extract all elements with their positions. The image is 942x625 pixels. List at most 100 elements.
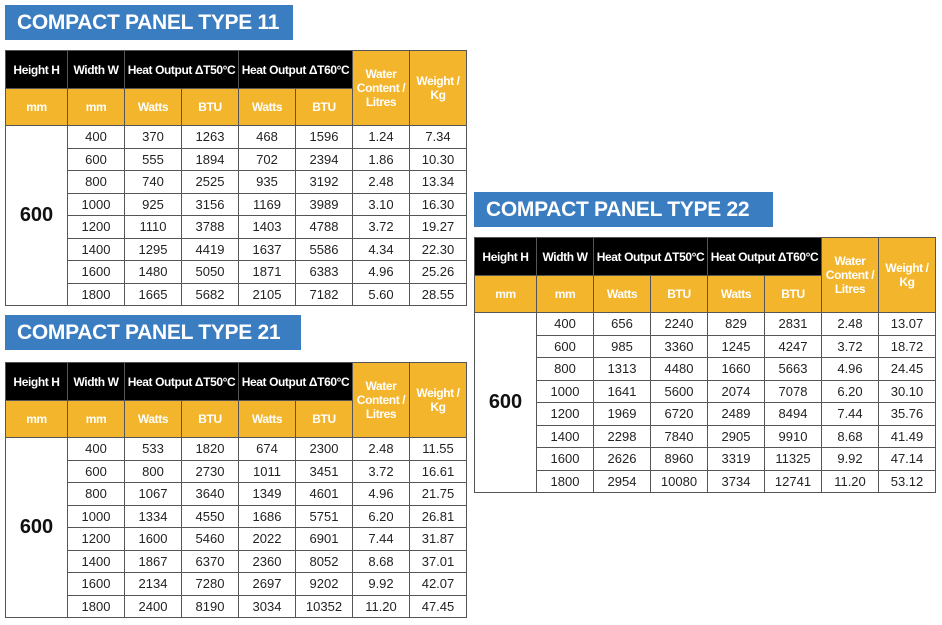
unit-row: mm mm Watts BTU Watts BTU — [474, 275, 936, 313]
cell-watts-60: 1871 — [238, 260, 296, 284]
cell-weight: 47.14 — [878, 447, 936, 471]
cell-btu-50: 1820 — [181, 437, 239, 461]
header-water-content: Water Content / Litres — [352, 362, 410, 438]
header-water-content: Water Content / Litres — [352, 50, 410, 126]
cell-watts-50: 1067 — [124, 482, 182, 506]
unit-watts-60: Watts — [238, 88, 296, 126]
cell-weight: 31.87 — [409, 527, 467, 551]
cell-water: 7.44 — [821, 402, 879, 426]
cell-watts-60: 468 — [238, 125, 296, 149]
table-row: 1800 2400 8190 3034 10352 11.20 47.45 — [6, 594, 467, 618]
table-row: 1400 1295 4419 1637 5586 4.34 22.30 — [6, 237, 467, 261]
cell-watts-60: 2105 — [238, 282, 296, 306]
cell-water: 1.86 — [352, 147, 410, 171]
cell-watts-60: 1245 — [707, 334, 765, 358]
cell-btu-50: 5682 — [181, 282, 239, 306]
cell-btu-50: 7840 — [650, 424, 708, 448]
cell-btu-50: 3360 — [650, 334, 708, 358]
cell-btu-60: 6901 — [295, 527, 353, 551]
header-width: Width W — [67, 50, 125, 89]
cell-watts-60: 1686 — [238, 504, 296, 528]
cell-btu-60: 8494 — [764, 402, 822, 426]
cell-weight: 10.30 — [409, 147, 467, 171]
unit-watts-50: Watts — [124, 88, 182, 126]
cell-watts-50: 1295 — [124, 237, 182, 261]
cell-water: 2.48 — [821, 312, 879, 336]
cell-weight: 37.01 — [409, 549, 467, 573]
cell-watts-50: 370 — [124, 125, 182, 149]
cell-width: 1000 — [67, 504, 125, 528]
cell-btu-60: 12741 — [764, 469, 822, 493]
cell-width: 400 — [536, 312, 594, 336]
unit-width-mm: mm — [67, 400, 125, 438]
unit-watts-50: Watts — [593, 275, 651, 313]
cell-watts-60: 674 — [238, 437, 296, 461]
cell-btu-60: 5751 — [295, 504, 353, 528]
unit-width-mm: mm — [67, 88, 125, 126]
cell-watts-60: 3734 — [707, 469, 765, 493]
cell-watts-50: 555 — [124, 147, 182, 171]
table-title-type-11: COMPACT PANEL TYPE 11 — [5, 5, 293, 40]
cell-weight: 16.30 — [409, 192, 467, 216]
cell-btu-60: 3989 — [295, 192, 353, 216]
header-heat-output-60: Heat Output ΔT60°C — [238, 50, 353, 89]
cell-water: 6.20 — [821, 379, 879, 403]
cell-btu-50: 2730 — [181, 459, 239, 483]
cell-weight: 25.26 — [409, 260, 467, 284]
cell-watts-50: 2954 — [593, 469, 651, 493]
cell-btu-50: 4550 — [181, 504, 239, 528]
cell-width: 600 — [67, 459, 125, 483]
table-row: 1600 1480 5050 1871 6383 4.96 25.26 — [6, 260, 467, 284]
cell-watts-50: 2400 — [124, 594, 182, 618]
header-weight: Weight / Kg — [409, 362, 467, 438]
cell-width: 1200 — [67, 527, 125, 551]
cell-btu-50: 8960 — [650, 447, 708, 471]
cell-watts-50: 1313 — [593, 357, 651, 381]
unit-width-mm: mm — [536, 275, 594, 313]
cell-weight: 47.45 — [409, 594, 467, 618]
table-row: 800 1067 3640 1349 4601 4.96 21.75 — [6, 482, 467, 506]
cell-btu-50: 4419 — [181, 237, 239, 261]
cell-watts-60: 829 — [707, 312, 765, 336]
cell-watts-60: 2697 — [238, 572, 296, 596]
header-height: Height H — [5, 362, 68, 401]
table-row: 1000 1334 4550 1686 5751 6.20 26.81 — [6, 504, 467, 528]
unit-watts-50: Watts — [124, 400, 182, 438]
table-row: 1000 925 3156 1169 3989 3.10 16.30 — [6, 192, 467, 216]
cell-btu-60: 4601 — [295, 482, 353, 506]
cell-btu-50: 6370 — [181, 549, 239, 573]
cell-btu-50: 5050 — [181, 260, 239, 284]
cell-btu-60: 5663 — [764, 357, 822, 381]
cell-btu-50: 3788 — [181, 215, 239, 239]
cell-water: 6.20 — [352, 504, 410, 528]
cell-watts-60: 1011 — [238, 459, 296, 483]
unit-btu-50: BTU — [181, 400, 239, 438]
cell-weight: 21.75 — [409, 482, 467, 506]
cell-width: 1600 — [67, 260, 125, 284]
table-row: 1200 1969 6720 2489 8494 7.44 35.76 — [475, 402, 936, 426]
cell-watts-50: 1110 — [124, 215, 182, 239]
cell-btu-50: 6720 — [650, 402, 708, 426]
cell-width: 600 — [67, 147, 125, 171]
cell-btu-50: 1263 — [181, 125, 239, 149]
cell-width: 400 — [67, 437, 125, 461]
cell-width: 1400 — [536, 424, 594, 448]
cell-btu-60: 7078 — [764, 379, 822, 403]
cell-btu-60: 4247 — [764, 334, 822, 358]
table-row: 600 800 2730 1011 3451 3.72 16.61 — [6, 459, 467, 483]
cell-btu-50: 2525 — [181, 170, 239, 194]
cell-btu-50: 10080 — [650, 469, 708, 493]
cell-weight: 28.55 — [409, 282, 467, 306]
unit-btu-60: BTU — [295, 400, 353, 438]
cell-watts-50: 533 — [124, 437, 182, 461]
cell-watts-50: 2298 — [593, 424, 651, 448]
cell-weight: 7.34 — [409, 125, 467, 149]
cell-water: 9.92 — [821, 447, 879, 471]
cell-btu-60: 9202 — [295, 572, 353, 596]
cell-btu-60: 3192 — [295, 170, 353, 194]
cell-btu-50: 5460 — [181, 527, 239, 551]
cell-btu-60: 1596 — [295, 125, 353, 149]
cell-watts-60: 2905 — [707, 424, 765, 448]
cell-watts-60: 2022 — [238, 527, 296, 551]
cell-water: 8.68 — [821, 424, 879, 448]
